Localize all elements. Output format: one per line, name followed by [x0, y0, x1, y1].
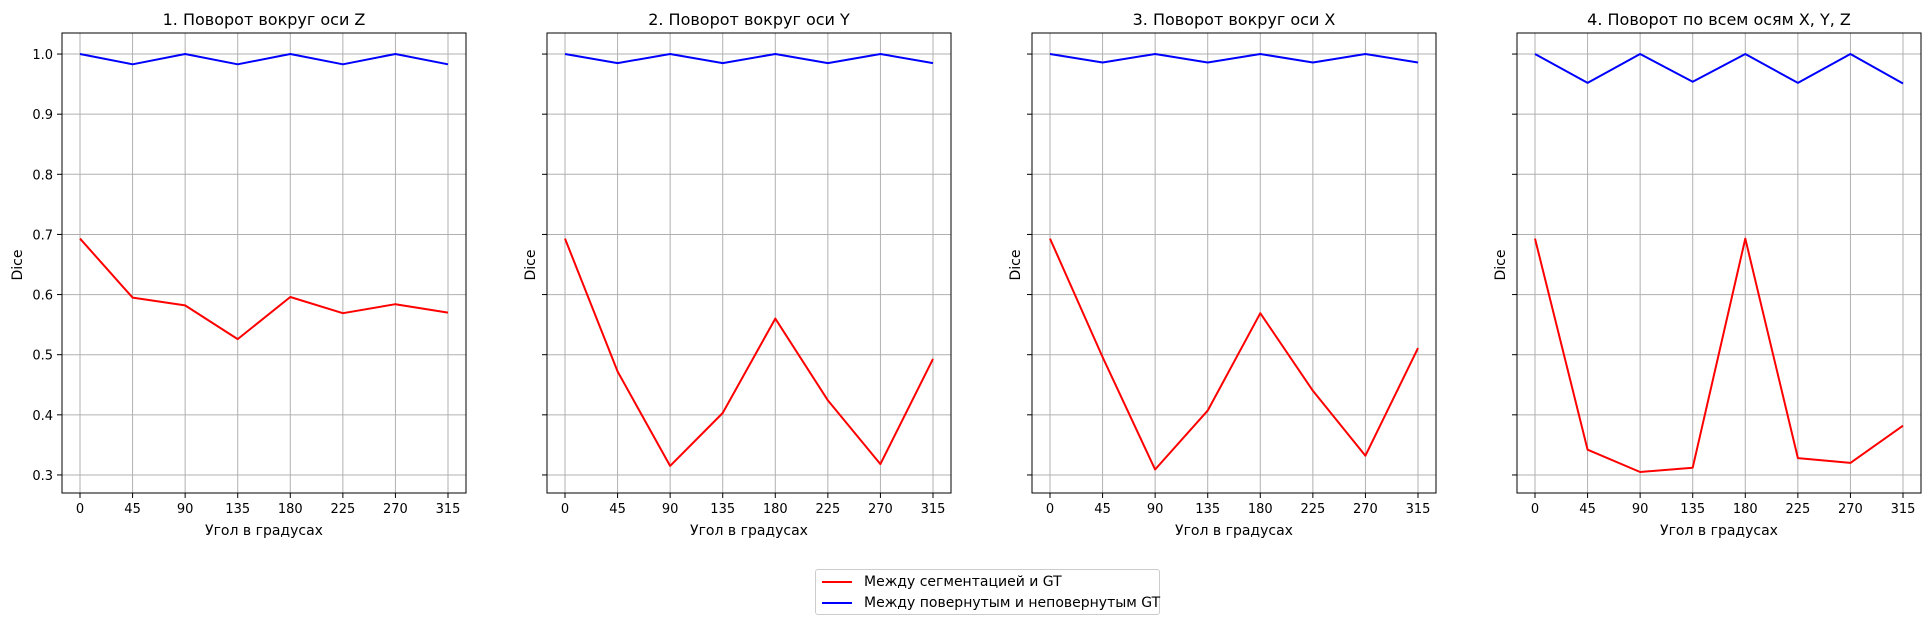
legend-label-seg: Между сегментацией и GT: [864, 574, 1062, 590]
x-tick-label: 90: [1632, 502, 1649, 517]
series-line-gt: [564, 53, 934, 65]
series-line-gt: [1049, 53, 1419, 64]
x-tick-label: 225: [815, 502, 840, 517]
y-tick-label: 0.8: [32, 168, 53, 183]
x-tick-label: 90: [662, 502, 679, 517]
x-axis-label: Угол в градусах: [205, 523, 323, 539]
x-tick-label: 315: [436, 502, 461, 517]
x-tick-label: 45: [124, 502, 141, 517]
x-tick-label: 180: [1733, 502, 1758, 517]
x-axis-label: Угол в градусах: [1175, 523, 1293, 539]
y-tick-label: 1.0: [32, 48, 53, 63]
x-tick-label: 180: [763, 502, 788, 517]
panel-title: 4. Поворот по всем осям X, Y, Z: [1587, 10, 1851, 29]
series-line-gt: [1534, 53, 1904, 85]
x-tick-label: 270: [1353, 502, 1378, 517]
legend-line-seg: [822, 581, 852, 583]
x-tick-label: 135: [1680, 502, 1705, 517]
x-tick-label: 0: [1531, 502, 1539, 517]
x-tick-label: 225: [1785, 502, 1810, 517]
x-tick-label: 0: [561, 502, 569, 517]
x-tick-label: 180: [278, 502, 303, 517]
x-tick-label: 0: [1046, 502, 1054, 517]
x-tick-label: 270: [383, 502, 408, 517]
x-tick-label: 225: [330, 502, 355, 517]
x-tick-label: 315: [1406, 502, 1431, 517]
y-axis-label: Dice: [523, 250, 539, 281]
x-tick-label: 270: [868, 502, 893, 517]
x-tick-label: 45: [1094, 502, 1111, 517]
x-tick-label: 225: [1300, 502, 1325, 517]
legend-line-gt: [822, 602, 852, 604]
x-tick-label: 45: [1579, 502, 1596, 517]
x-axis-label: Угол в градусах: [690, 523, 808, 539]
series-line-seg: [1049, 238, 1419, 471]
x-tick-label: 315: [921, 502, 946, 517]
x-tick-label: 135: [710, 502, 735, 517]
x-tick-label: 90: [1147, 502, 1164, 517]
y-tick-label: 0.5: [32, 349, 53, 364]
y-tick-label: 0.3: [32, 469, 53, 484]
x-tick-label: 0: [76, 502, 84, 517]
legend: Между сегментацией и GT Между повернутым…: [815, 569, 1160, 615]
x-axis-label: Угол в градусах: [1660, 523, 1778, 539]
y-tick-label: 0.7: [32, 228, 53, 243]
axes-frame: [1516, 32, 1922, 494]
legend-label-gt: Между повернутым и неповернутым GT: [864, 595, 1161, 611]
panel-title: 3. Поворот вокруг оси X: [1133, 10, 1336, 29]
y-tick-label: 0.6: [32, 289, 53, 304]
series-line-seg: [1534, 237, 1904, 473]
panel-3: 0 45 90 135 180 225 270 315 3. Поворот вокруг ос…: [1008, 10, 1437, 539]
x-tick-label: 90: [177, 502, 194, 517]
x-tick-label: 180: [1248, 502, 1273, 517]
x-tick-label: 45: [609, 502, 626, 517]
axes-frame: [61, 32, 467, 494]
y-tick-label: 0.4: [32, 409, 53, 424]
axes-frame: [1031, 32, 1437, 494]
y-axis-label: Dice: [1493, 250, 1509, 281]
x-tick-label: 135: [1195, 502, 1220, 517]
x-tick-label: 315: [1891, 502, 1916, 517]
y-axis-label: Dice: [1008, 250, 1024, 281]
panel-1: 0 45 90 135 180 225 270 315 0.3 0.4 0.5 0.6 0.7 0.8 0.…: [10, 10, 467, 539]
legend-entry-seg: Между сегментацией и GT: [822, 572, 1062, 592]
panel-title: 1. Поворот вокруг оси Z: [163, 10, 366, 29]
panel-4: 0 45 90 135 180 225 270 315 4. Поворот по всем о…: [1493, 10, 1922, 539]
series-line-seg: [564, 238, 934, 467]
axes-frame: [546, 32, 952, 494]
panel-2: 0 45 90 135 180 225 270 315 2. Поворот вокруг ос…: [523, 10, 952, 539]
legend-entry-gt: Между повернутым и неповернутым GT: [822, 593, 1160, 613]
panel-title: 2. Поворот вокруг оси Y: [648, 10, 850, 29]
y-tick-label: 0.9: [32, 108, 53, 123]
x-tick-label: 270: [1838, 502, 1863, 517]
y-axis-label: Dice: [10, 250, 26, 281]
x-tick-label: 135: [225, 502, 250, 517]
series-line-seg: [79, 237, 449, 341]
series-line-gt: [79, 53, 449, 66]
